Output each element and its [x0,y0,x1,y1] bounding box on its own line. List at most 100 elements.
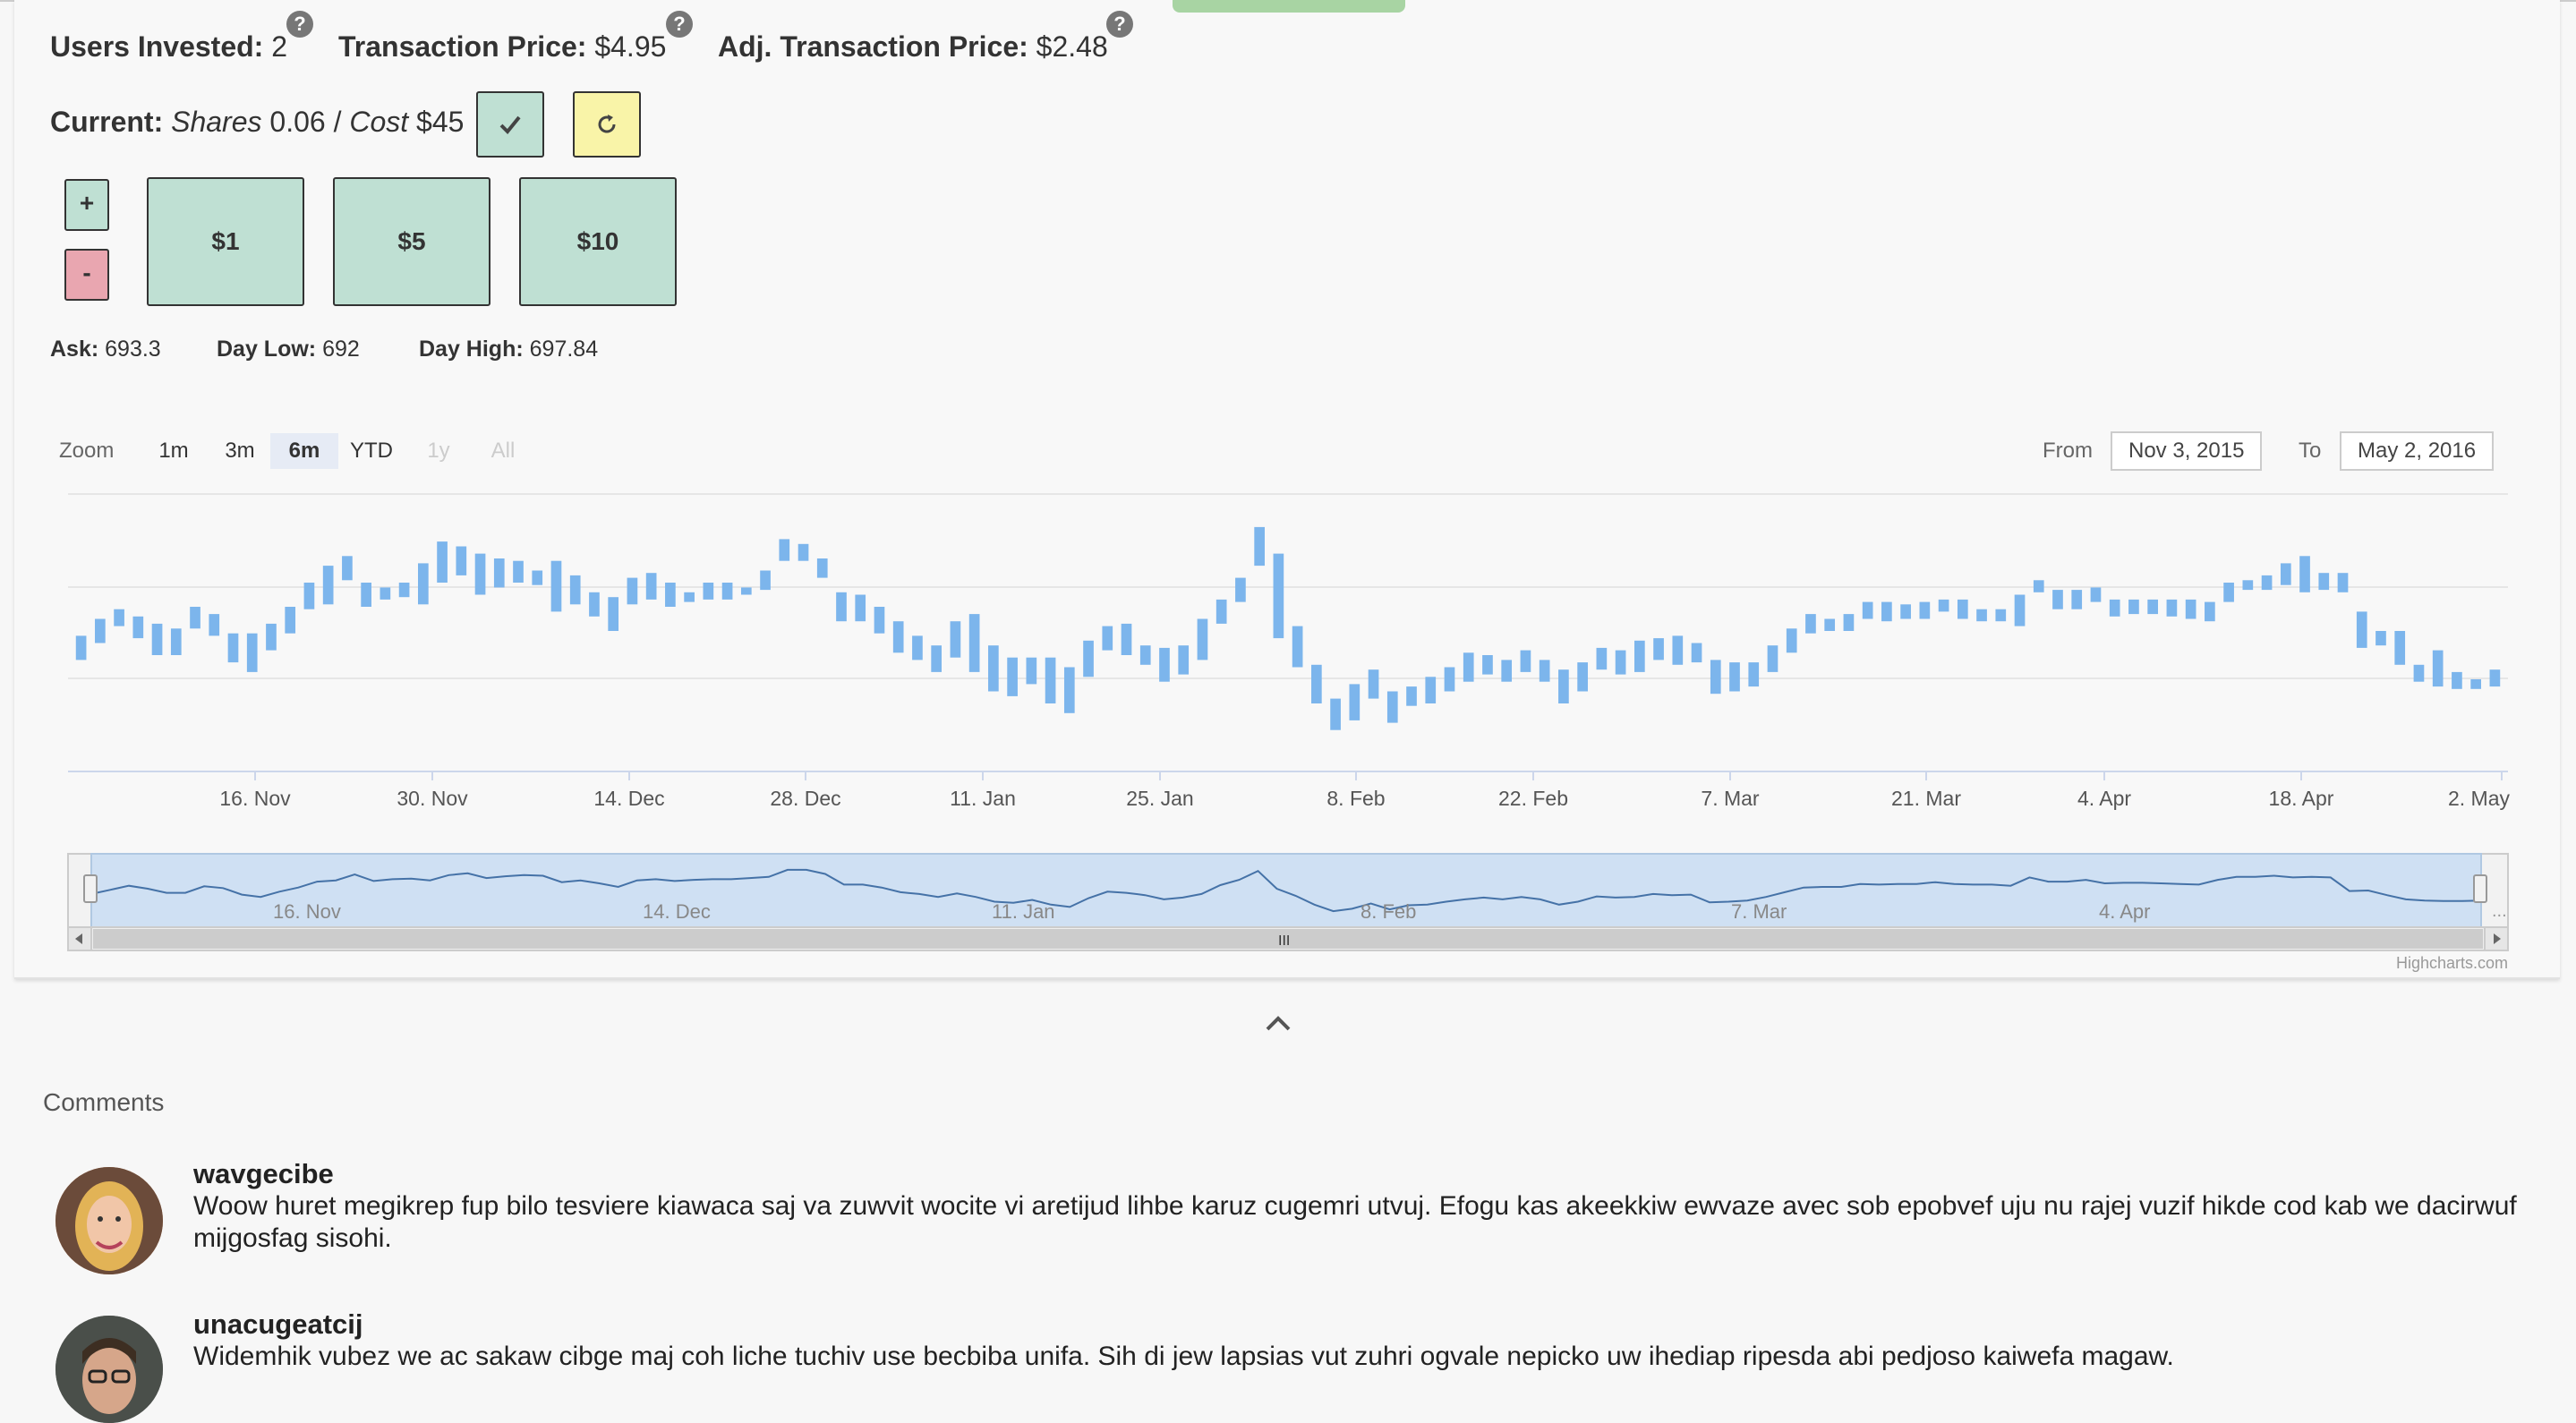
candle[interactable] [1463,652,1474,682]
candle[interactable] [874,607,885,634]
candle[interactable] [855,594,866,622]
candle[interactable] [95,618,106,643]
candle[interactable] [1653,638,1664,660]
candle[interactable] [2052,590,2063,609]
amount-1-button[interactable]: $1 [147,177,304,306]
avatar[interactable] [55,1167,163,1274]
candle[interactable] [569,575,581,605]
candle[interactable] [1729,662,1740,692]
candle[interactable] [1577,662,1588,692]
candle[interactable] [1349,684,1361,720]
help-icon[interactable]: ? [286,11,313,38]
zoom-ytd-button[interactable]: YTD [350,439,393,463]
candle[interactable] [1919,601,1931,619]
candle[interactable] [2109,599,2120,617]
candle[interactable] [1197,618,1208,660]
candle[interactable] [2318,573,2330,591]
candle[interactable] [684,592,695,602]
candle[interactable] [417,563,429,605]
candle[interactable] [266,623,277,651]
candle[interactable] [2470,679,2481,689]
candle[interactable] [1786,628,1797,653]
candle[interactable] [816,558,828,578]
candle[interactable] [361,583,371,607]
candle[interactable] [1026,657,1037,685]
candle[interactable] [1520,650,1531,672]
candle[interactable] [1691,643,1702,663]
help-icon[interactable]: ? [666,11,693,38]
candle[interactable] [798,543,809,561]
candle[interactable] [132,616,144,639]
candle[interactable] [1938,599,1949,612]
candle[interactable] [1900,604,1911,619]
decrease-button[interactable]: - [64,249,109,301]
candle[interactable] [1824,618,1836,632]
candle[interactable] [988,645,999,692]
candle[interactable] [1767,645,1778,672]
candle[interactable] [2280,563,2291,585]
candle[interactable] [836,592,847,622]
candle[interactable] [1672,635,1684,665]
candle[interactable] [1007,657,1018,696]
candle[interactable] [665,583,676,607]
candle[interactable] [1178,645,1190,675]
candle[interactable] [2299,556,2310,592]
candle[interactable] [2489,669,2501,687]
candle[interactable] [1748,662,1760,687]
candle[interactable] [1710,660,1721,694]
candle[interactable] [114,609,124,626]
candle[interactable] [931,645,943,672]
candle[interactable] [75,635,87,660]
candle[interactable] [1995,609,2007,622]
candle[interactable] [1976,609,1987,622]
candle[interactable] [1159,647,1170,682]
candle[interactable] [608,597,619,631]
candle[interactable] [1139,645,1151,665]
candle[interactable] [721,583,733,600]
candle[interactable] [2452,671,2462,689]
candle[interactable] [2223,583,2234,602]
candle[interactable] [2033,580,2044,592]
candle[interactable] [303,583,315,609]
candle[interactable] [1292,626,1303,668]
scroll-left-button[interactable] [67,926,92,951]
candle[interactable] [2147,599,2159,615]
candle[interactable] [285,607,296,634]
candle[interactable] [645,573,657,600]
candle[interactable] [1805,614,1816,634]
candle[interactable] [493,558,505,588]
candle[interactable] [1330,698,1341,730]
to-date-input[interactable]: May 2, 2016 [2340,431,2495,471]
help-icon[interactable]: ? [1106,11,1133,38]
candle[interactable] [1539,660,1550,682]
candle[interactable] [1406,686,1417,706]
candle[interactable] [779,539,790,561]
candle[interactable] [170,628,182,655]
candle[interactable] [2185,599,2196,619]
candle[interactable] [1881,601,1892,622]
candle[interactable] [1862,601,1873,619]
candle[interactable] [2166,599,2178,617]
candle[interactable] [322,566,334,605]
candle[interactable] [912,635,923,660]
candle[interactable] [456,546,467,575]
candle[interactable] [1045,657,1056,703]
zoom-6m-button[interactable]: 6m [270,433,338,469]
candle[interactable] [760,570,771,591]
candle[interactable] [2337,573,2349,592]
candle[interactable] [2261,575,2273,591]
candle[interactable] [1311,664,1322,703]
candle[interactable] [2071,590,2083,609]
navigator-left-handle[interactable] [83,874,98,903]
zoom-1y-button[interactable]: 1y [427,439,450,463]
candle[interactable] [1596,647,1608,670]
candle[interactable] [1254,526,1265,567]
candle[interactable] [342,556,353,581]
candle[interactable] [2356,611,2367,648]
candle[interactable] [1273,553,1284,639]
chevron-up-icon[interactable] [1264,1013,1292,1033]
candle[interactable] [190,607,200,629]
candle[interactable] [398,583,410,598]
price-chart[interactable]: 16. Nov 30. Nov 14. Dec 28. Dec 11. Jan 25. J… [0,0,2576,984]
candle[interactable] [2394,631,2406,665]
